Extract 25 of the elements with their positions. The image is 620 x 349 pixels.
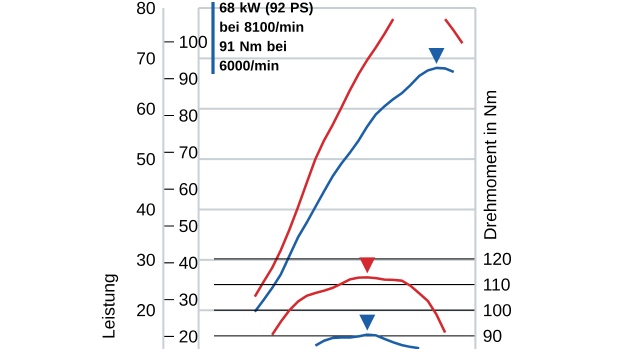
- y3-tick-label: 100: [484, 304, 512, 316]
- line-series: [270, 276, 446, 336]
- y3-tick-label: 120: [484, 252, 512, 265]
- y-tick-label: 70: [137, 52, 155, 64]
- y-tick-label: 20: [137, 304, 155, 316]
- y2-tick-label: 90: [180, 72, 198, 85]
- y-axis-title: Leistung: [102, 274, 118, 338]
- y2-tick-label: 20: [180, 330, 198, 343]
- y3-tick-label: 90: [484, 330, 502, 342]
- y-tick-label: 60: [137, 102, 155, 115]
- y2-tick-label: 100: [180, 36, 207, 48]
- y2-tick-label: 60: [180, 183, 198, 196]
- line-series: [314, 333, 420, 349]
- annotation: 68 kW (92 PS) bei 8100/min 91 Nm bei 6000/min: [220, 2, 313, 71]
- y2-tick-label: 80: [179, 109, 198, 122]
- y2-tick-label: 40: [179, 256, 198, 269]
- y-tick-label: 40: [136, 203, 155, 216]
- y2-tick-label: 50: [179, 220, 198, 232]
- y2-tick-label: 30: [179, 294, 198, 306]
- y3-tick-label: 110: [484, 278, 510, 291]
- y3-axis-title: Drehmoment in Nm: [484, 91, 496, 239]
- y-tick-label: 30: [136, 254, 155, 266]
- y2-tick-label: 70: [180, 146, 198, 158]
- y-tick-label: 80: [137, 2, 155, 14]
- y-tick-label: 50: [136, 152, 155, 166]
